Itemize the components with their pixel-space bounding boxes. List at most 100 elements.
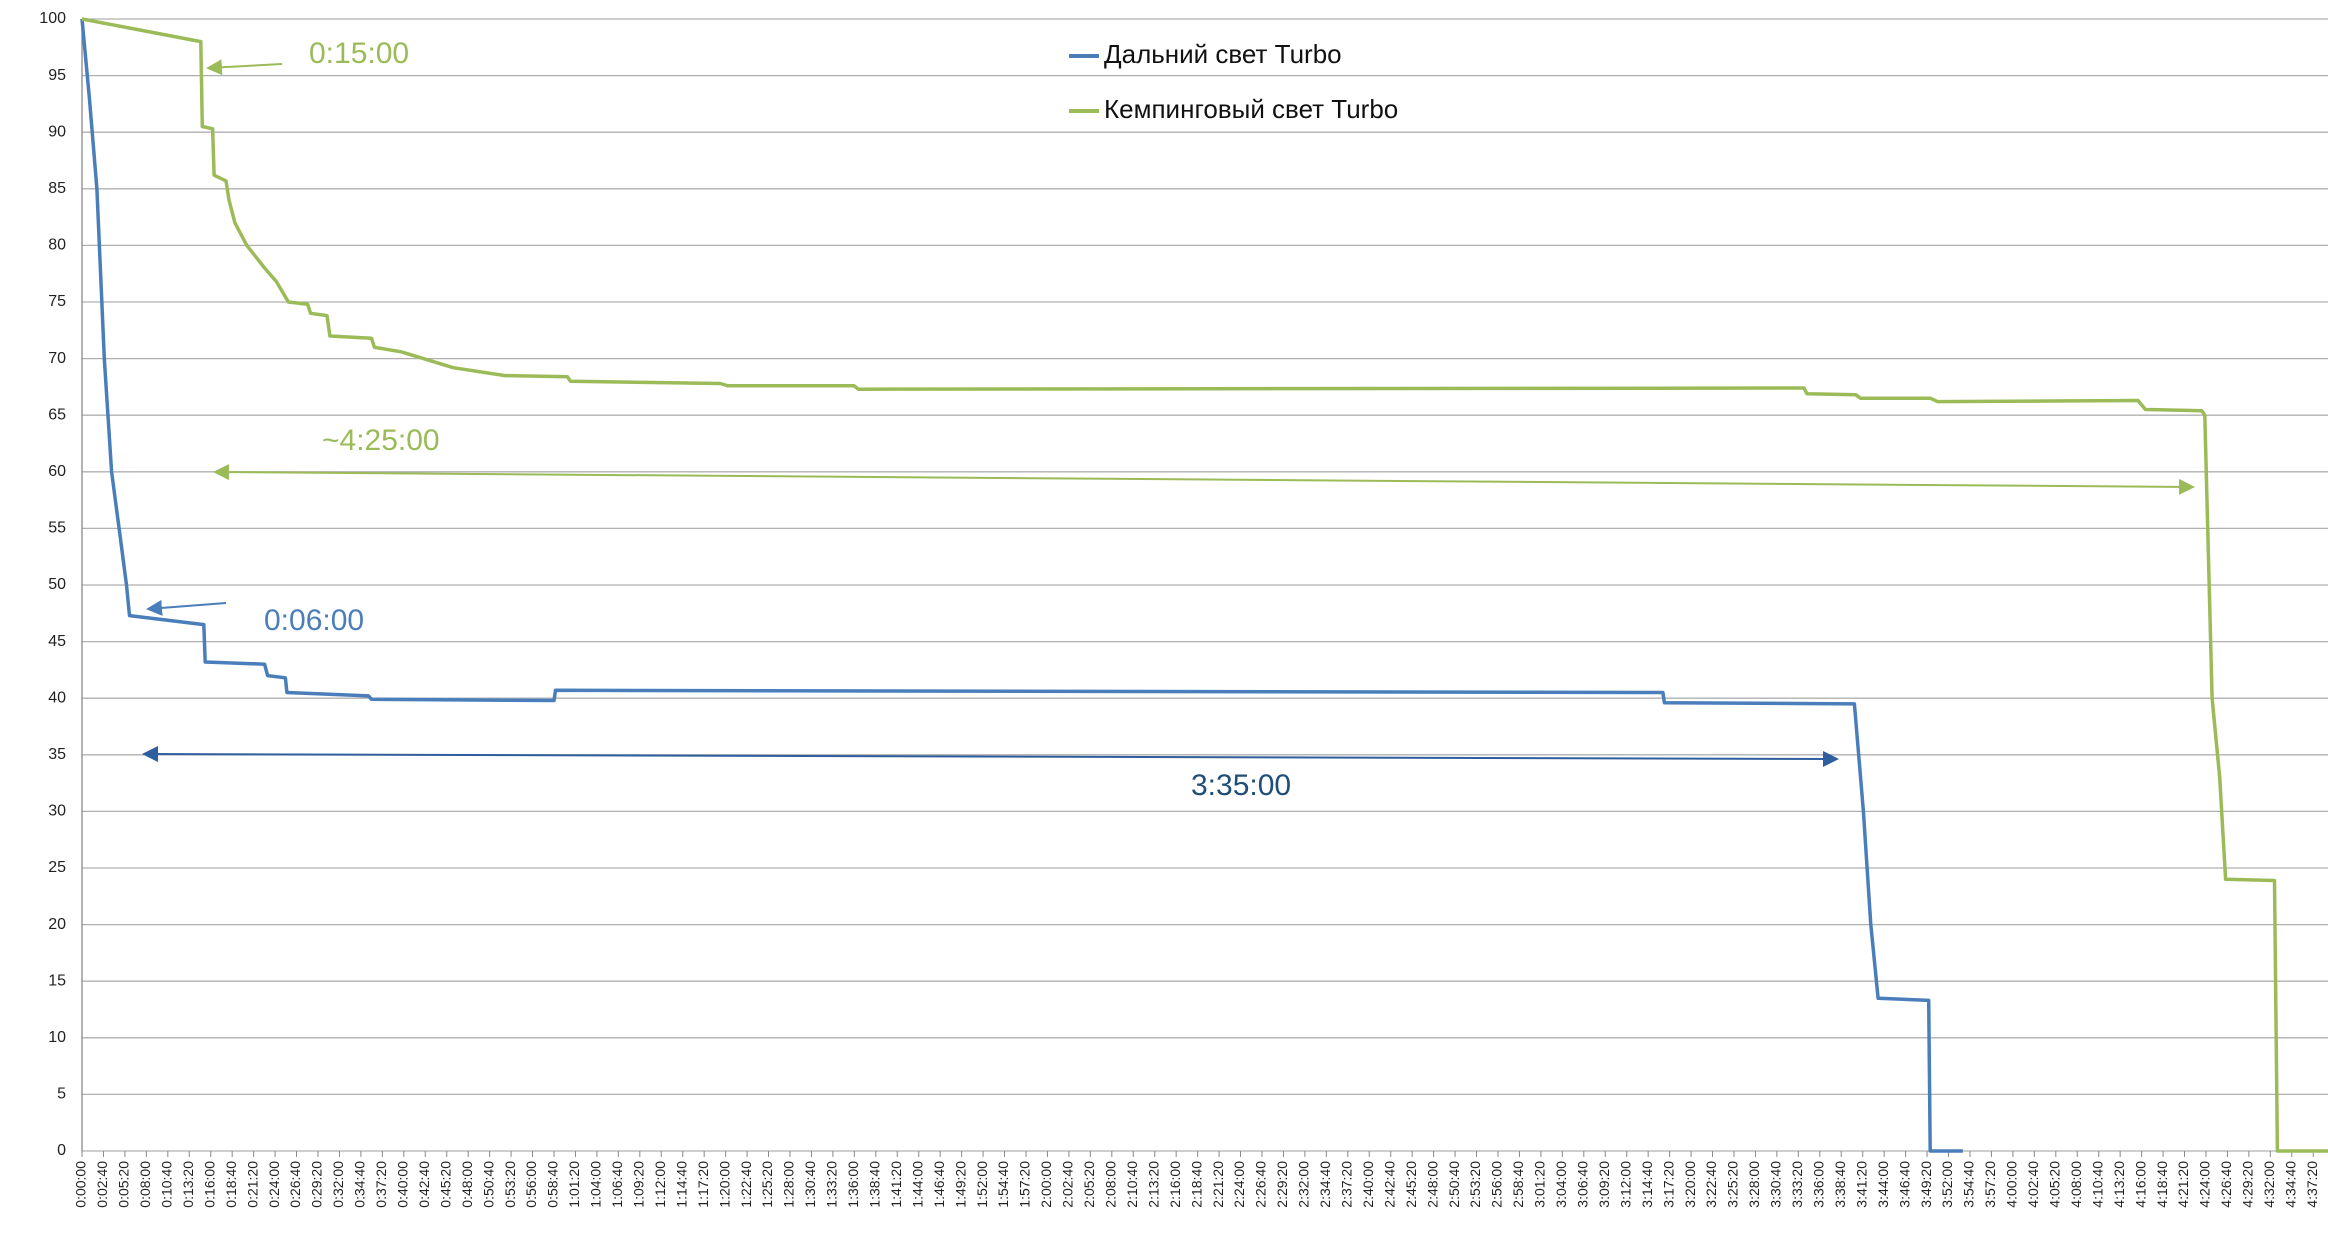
x-tick-label: 4:29:20 [2240, 1161, 2256, 1208]
x-tick-label: 1:36:00 [845, 1161, 861, 1208]
x-tick-label: 1:57:20 [1017, 1161, 1033, 1208]
x-tick-label: 4:21:20 [2175, 1161, 2191, 1208]
y-tick-label: 65 [48, 406, 66, 423]
x-tick-label: 1:46:40 [931, 1161, 947, 1208]
x-tick-label: 4:05:20 [2047, 1161, 2063, 1208]
y-tick-label: 90 [48, 123, 66, 140]
x-tick-label: 4:24:00 [2197, 1161, 2213, 1208]
x-tick-label: 3:09:20 [1596, 1161, 1612, 1208]
x-tick-label: 3:57:20 [1982, 1161, 1998, 1208]
y-tick-label: 100 [39, 10, 66, 27]
y-tick-label: 80 [48, 237, 66, 254]
x-tick-label: 2:50:40 [1446, 1161, 1462, 1208]
x-tick-label: 2:40:00 [1360, 1161, 1376, 1208]
legend-label: Дальний свет Turbo [1104, 39, 1342, 69]
annotation: 0:15:00 [309, 37, 409, 70]
x-tick-label: 0:16:00 [201, 1161, 217, 1208]
x-tick-label: 1:06:40 [609, 1161, 625, 1208]
x-tick-label: 0:05:20 [116, 1161, 132, 1208]
x-tick-label: 4:00:00 [2004, 1161, 2020, 1208]
x-tick-label: 0:58:40 [545, 1161, 561, 1208]
series-line [80, 18, 1963, 1153]
x-tick-label: 2:37:20 [1339, 1161, 1355, 1208]
x-tick-label: 1:25:20 [759, 1161, 775, 1208]
x-tick-label: 3:41:20 [1853, 1161, 1869, 1208]
x-tick-label: 2:26:40 [1253, 1161, 1269, 1208]
y-tick-label: 95 [48, 67, 66, 84]
x-tick-label: 2:02:40 [1060, 1161, 1076, 1208]
x-tick-label: 0:45:20 [437, 1161, 453, 1208]
x-tick-label: 0:37:20 [373, 1161, 389, 1208]
x-tick-label: 1:52:00 [974, 1161, 990, 1208]
x-tick-label: 3:46:40 [1896, 1161, 1912, 1208]
x-tick-label: 2:18:40 [1188, 1161, 1204, 1208]
x-tick-label: 2:42:40 [1381, 1161, 1397, 1208]
x-tick-label: 0:00:00 [73, 1161, 89, 1208]
x-tick-label: 1:49:20 [952, 1161, 968, 1208]
x-tick-label: 2:56:00 [1489, 1161, 1505, 1208]
x-tick-label: 1:12:00 [652, 1161, 668, 1208]
grid [81, 18, 2328, 1152]
x-tick-label: 4:10:40 [2089, 1161, 2105, 1208]
x-tick-label: 1:04:00 [588, 1161, 604, 1208]
x-tick-label: 2:21:20 [1210, 1161, 1226, 1208]
x-tick-label: 2:58:40 [1510, 1161, 1526, 1208]
x-tick-label: 1:01:20 [566, 1161, 582, 1208]
x-tick-label: 0:56:00 [523, 1161, 539, 1208]
x-tick-label: 0:02:40 [94, 1161, 110, 1208]
x-tick-label: 3:25:20 [1725, 1161, 1741, 1208]
x-tick-label: 0:34:40 [352, 1161, 368, 1208]
y-tick-label: 70 [48, 350, 66, 367]
ticks: 0 5 10 15 20 25 30 35 40 45 50 55 60 65 70 75 80 85 90 95 10… [39, 10, 2320, 1208]
x-tick-label: 0:26:40 [287, 1161, 303, 1208]
x-tick-label: 3:01:20 [1532, 1161, 1548, 1208]
x-tick-label: 3:12:00 [1617, 1161, 1633, 1208]
x-tick-label: 1:41:20 [888, 1161, 904, 1208]
x-tick-label: 3:52:00 [1939, 1161, 1955, 1208]
x-tick-label: 4:13:20 [2111, 1161, 2127, 1208]
x-tick-label: 1:44:00 [909, 1161, 925, 1208]
x-tick-label: 3:30:40 [1768, 1161, 1784, 1208]
x-tick-label: 1:20:00 [716, 1161, 732, 1208]
y-tick-label: 20 [48, 916, 66, 933]
x-tick-label: 3:49:20 [1918, 1161, 1934, 1208]
y-tick-label: 45 [48, 633, 66, 650]
x-tick-label: 2:00:00 [1038, 1161, 1054, 1208]
x-tick-label: 1:30:40 [802, 1161, 818, 1208]
x-tick-label: 1:22:40 [738, 1161, 754, 1208]
x-tick-label: 1:14:40 [673, 1161, 689, 1208]
x-tick-label: 3:38:40 [1832, 1161, 1848, 1208]
x-tick-label: 1:28:00 [781, 1161, 797, 1208]
x-tick-label: 4:32:00 [2261, 1161, 2277, 1208]
x-tick-label: 4:08:00 [2068, 1161, 2084, 1208]
lines [80, 17, 2328, 1153]
x-tick-label: 0:13:20 [180, 1161, 196, 1208]
y-tick-label: 10 [48, 1029, 66, 1046]
x-tick-label: 0:42:40 [416, 1161, 432, 1208]
x-tick-label: 2:45:20 [1403, 1161, 1419, 1208]
x-tick-label: 1:33:20 [824, 1161, 840, 1208]
y-tick-label: 15 [48, 972, 66, 989]
x-tick-label: 0:32:00 [330, 1161, 346, 1208]
y-tick-label: 40 [48, 689, 66, 706]
arrow [213, 464, 2195, 495]
x-tick-label: 2:48:00 [1424, 1161, 1440, 1208]
x-tick-label: 4:37:20 [2304, 1161, 2320, 1208]
annotation: 0:06:00 [264, 604, 364, 637]
x-tick-label: 2:08:00 [1103, 1161, 1119, 1208]
annotations: 0:15:00 ~4:25:00 0:06:00 3:35:00 [142, 37, 2195, 802]
x-tick-label: 2:34:40 [1317, 1161, 1333, 1208]
x-tick-label: 0:50:40 [480, 1161, 496, 1208]
x-tick-label: 2:29:20 [1274, 1161, 1290, 1208]
x-tick-label: 0:08:00 [137, 1161, 153, 1208]
series-line [81, 17, 2328, 1153]
x-tick-label: 1:38:40 [867, 1161, 883, 1208]
legend-label: Кемпинговый свет Turbo [1104, 94, 1398, 124]
x-tick-label: 0:21:20 [244, 1161, 260, 1208]
arrow [142, 746, 1839, 767]
y-tick-label: 30 [48, 803, 66, 820]
annotation: 3:35:00 [1191, 769, 1291, 802]
x-tick-label: 0:24:00 [266, 1161, 282, 1208]
x-tick-label: 0:40:00 [395, 1161, 411, 1208]
